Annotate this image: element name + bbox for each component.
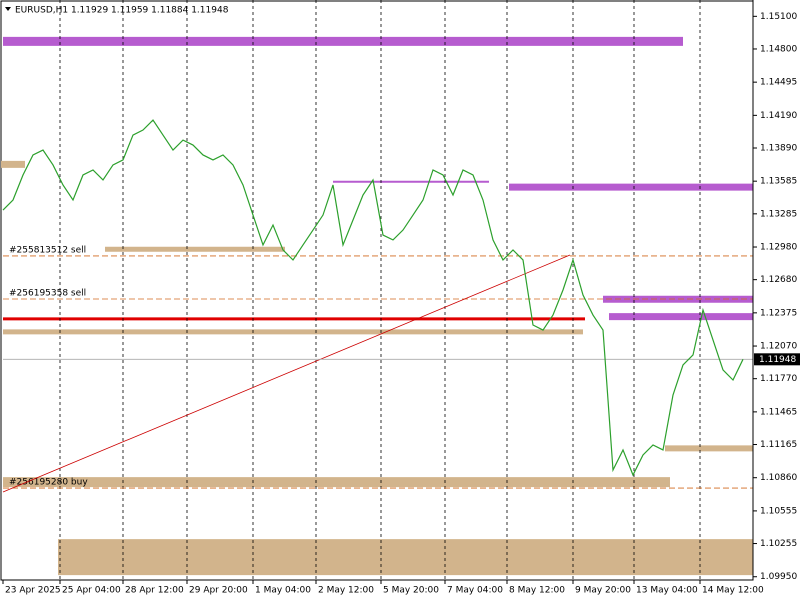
x-tick-label: 7 May 04:00 <box>447 586 503 596</box>
menu-icon[interactable] <box>5 7 11 11</box>
trade-label: #256195280 buy <box>9 478 88 488</box>
x-tick-label: 28 Apr 12:00 <box>125 586 184 596</box>
y-tick-label: 1.11465 <box>760 407 797 417</box>
x-tick-label: 14 May 12:00 <box>702 586 764 596</box>
y-tick-label: 1.12070 <box>760 342 797 352</box>
x-tick-label: 25 Apr 04:00 <box>62 586 121 596</box>
y-tick-label: 1.15100 <box>760 12 797 22</box>
current-price-label: 1.11948 <box>759 355 796 365</box>
x-tick-label: 9 May 20:00 <box>575 586 631 596</box>
y-tick-label: 1.14190 <box>760 111 797 121</box>
x-tick-label: 29 Apr 20:00 <box>189 586 248 596</box>
y-tick-label: 1.12980 <box>760 243 797 253</box>
y-tick-label: 1.12375 <box>760 308 797 318</box>
y-tick-label: 1.14800 <box>760 44 797 54</box>
x-tick-label: 1 May 04:00 <box>255 586 311 596</box>
y-tick-label: 1.10860 <box>760 473 797 483</box>
y-tick-label: 1.14495 <box>760 78 797 88</box>
trade-label: #256195358 sell <box>9 289 86 299</box>
y-tick-label: 1.11770 <box>760 374 797 384</box>
y-tick-label: 1.10255 <box>760 539 797 549</box>
current-price-box <box>754 353 800 366</box>
y-tick-label: 1.10555 <box>760 506 797 516</box>
price-line <box>2 119 744 477</box>
x-tick-label: 2 May 12:00 <box>318 586 374 596</box>
y-tick-label: 1.13585 <box>760 177 797 187</box>
y-tick-label: 1.13285 <box>760 209 797 219</box>
trade-label: #255813512 sell <box>9 245 86 255</box>
y-tick-label: 1.13890 <box>760 143 797 153</box>
trendline <box>2 254 571 493</box>
y-tick-label: 1.11165 <box>760 440 797 450</box>
x-tick-label: 8 May 12:00 <box>509 586 565 596</box>
y-tick-label: 1.12680 <box>760 275 797 285</box>
x-tick-label: 5 May 20:00 <box>383 586 439 596</box>
y-tick-label: 1.09950 <box>760 572 797 582</box>
x-tick-label: 13 May 04:00 <box>636 586 698 596</box>
x-tick-label: 23 Apr 2025 <box>5 586 61 596</box>
chart-title: EURUSD,H1 1.11929 1.11959 1.11884 1.1194… <box>15 6 229 16</box>
